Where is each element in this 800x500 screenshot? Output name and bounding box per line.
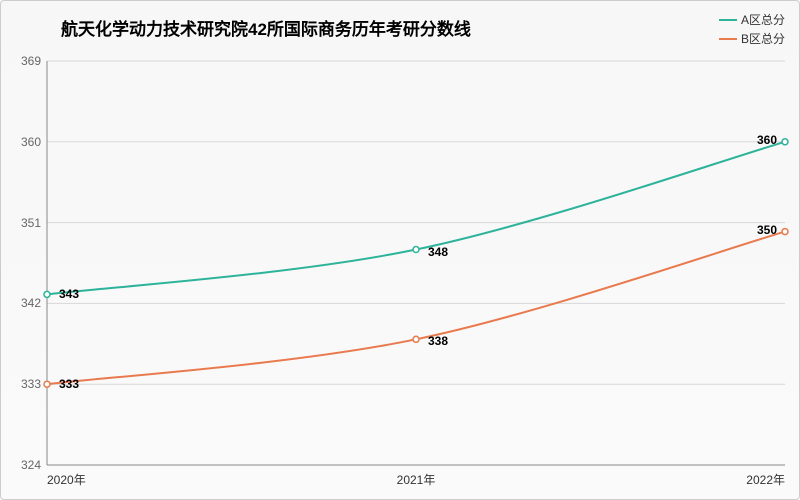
x-tick-label: 2022年 [746, 471, 785, 488]
point-label: 333 [59, 377, 79, 391]
point-label: 338 [428, 334, 448, 348]
chart-title: 航天化学动力技术研究院42所国际商务历年考研分数线 [61, 15, 471, 40]
legend-swatch-a [719, 19, 737, 21]
legend-swatch-b [719, 38, 737, 40]
y-tick-label: 369 [21, 54, 41, 68]
point-label: 360 [757, 133, 777, 147]
legend-label-b: B区总分 [741, 30, 785, 47]
chart-container: 航天化学动力技术研究院42所国际商务历年考研分数线 A区总分 B区总分 324 3… [0, 0, 800, 500]
y-tick-label: 351 [21, 216, 41, 230]
point-label: 350 [757, 223, 777, 237]
y-tick-label: 360 [21, 135, 41, 149]
x-tick-label: 2020年 [47, 471, 86, 488]
legend-label-a: A区总分 [741, 11, 785, 28]
point-label: 343 [59, 287, 79, 301]
y-tick-label: 342 [21, 296, 41, 310]
legend: A区总分 B区总分 [719, 11, 785, 49]
y-tick-label: 333 [21, 377, 41, 391]
plot-area: 3243333423513603692020年2021年2022年3433483… [47, 61, 785, 465]
legend-item-b: B区总分 [719, 30, 785, 47]
point-label: 348 [428, 245, 448, 259]
y-tick-label: 324 [21, 458, 41, 472]
x-tick-label: 2021年 [397, 471, 436, 488]
legend-item-a: A区总分 [719, 11, 785, 28]
plot-svg [47, 61, 785, 465]
